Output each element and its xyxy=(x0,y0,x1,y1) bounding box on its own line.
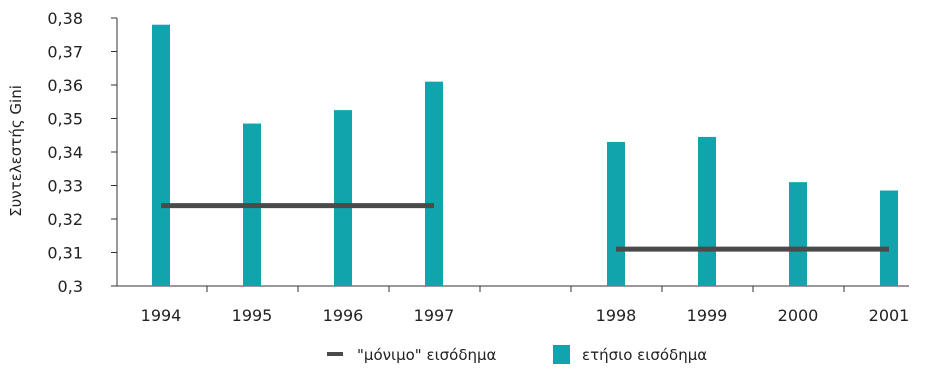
bar-1998 xyxy=(607,141,625,286)
legend-label-annual: ετήσιο εισόδημα xyxy=(582,346,707,364)
legend-swatch-permanent xyxy=(327,352,343,356)
y-tick-label: 0,35 xyxy=(47,110,83,129)
legend-item-permanent: "μόνιμο" εισόδημα xyxy=(327,346,497,364)
bar-1997 xyxy=(425,81,443,287)
bar-1996 xyxy=(334,110,352,286)
x-tick-label: 2000 xyxy=(778,306,819,325)
y-tick-label: 0,33 xyxy=(47,177,83,196)
y-tick-label: 0,37 xyxy=(47,43,83,62)
x-tick-label: 2001 xyxy=(869,306,910,325)
y-tick-label: 0,32 xyxy=(47,210,83,229)
bar-2001 xyxy=(880,190,898,286)
x-tick-label: 1996 xyxy=(323,306,364,325)
legend: "μόνιμο" εισόδημα ετήσιο εισόδημα xyxy=(327,345,707,364)
bar-1999 xyxy=(698,136,716,286)
bar-1994 xyxy=(152,24,170,286)
bar-2000 xyxy=(789,182,807,286)
y-tick-label: 0,31 xyxy=(47,244,83,263)
x-tick-label: 1994 xyxy=(141,306,182,325)
y-tick-label: 0,34 xyxy=(47,143,83,162)
legend-item-annual: ετήσιο εισόδημα xyxy=(553,345,707,364)
y-tick-label: 0,3 xyxy=(58,277,83,296)
x-tick-label: 1998 xyxy=(596,306,637,325)
x-tick-label: 1995 xyxy=(232,306,273,325)
legend-label-permanent: "μόνιμο" εισόδημα xyxy=(357,346,497,364)
x-tick-label: 1999 xyxy=(687,306,728,325)
lines-layer xyxy=(161,203,889,252)
x-axis: 1994 1995 1996 1997 1998 1999 2000 2001 xyxy=(117,285,910,325)
y-tick-label: 0,36 xyxy=(47,76,83,95)
y-tick-label: 0,38 xyxy=(47,9,83,28)
y-axis: 0,3 0,31 0,32 0,33 0,34 0,35 0,36 0,37 0,38 xyxy=(47,9,118,296)
y-axis-title: Συντελεστής Gini xyxy=(7,85,25,217)
legend-swatch-annual xyxy=(553,345,570,364)
x-tick-label: 1997 xyxy=(414,306,455,325)
